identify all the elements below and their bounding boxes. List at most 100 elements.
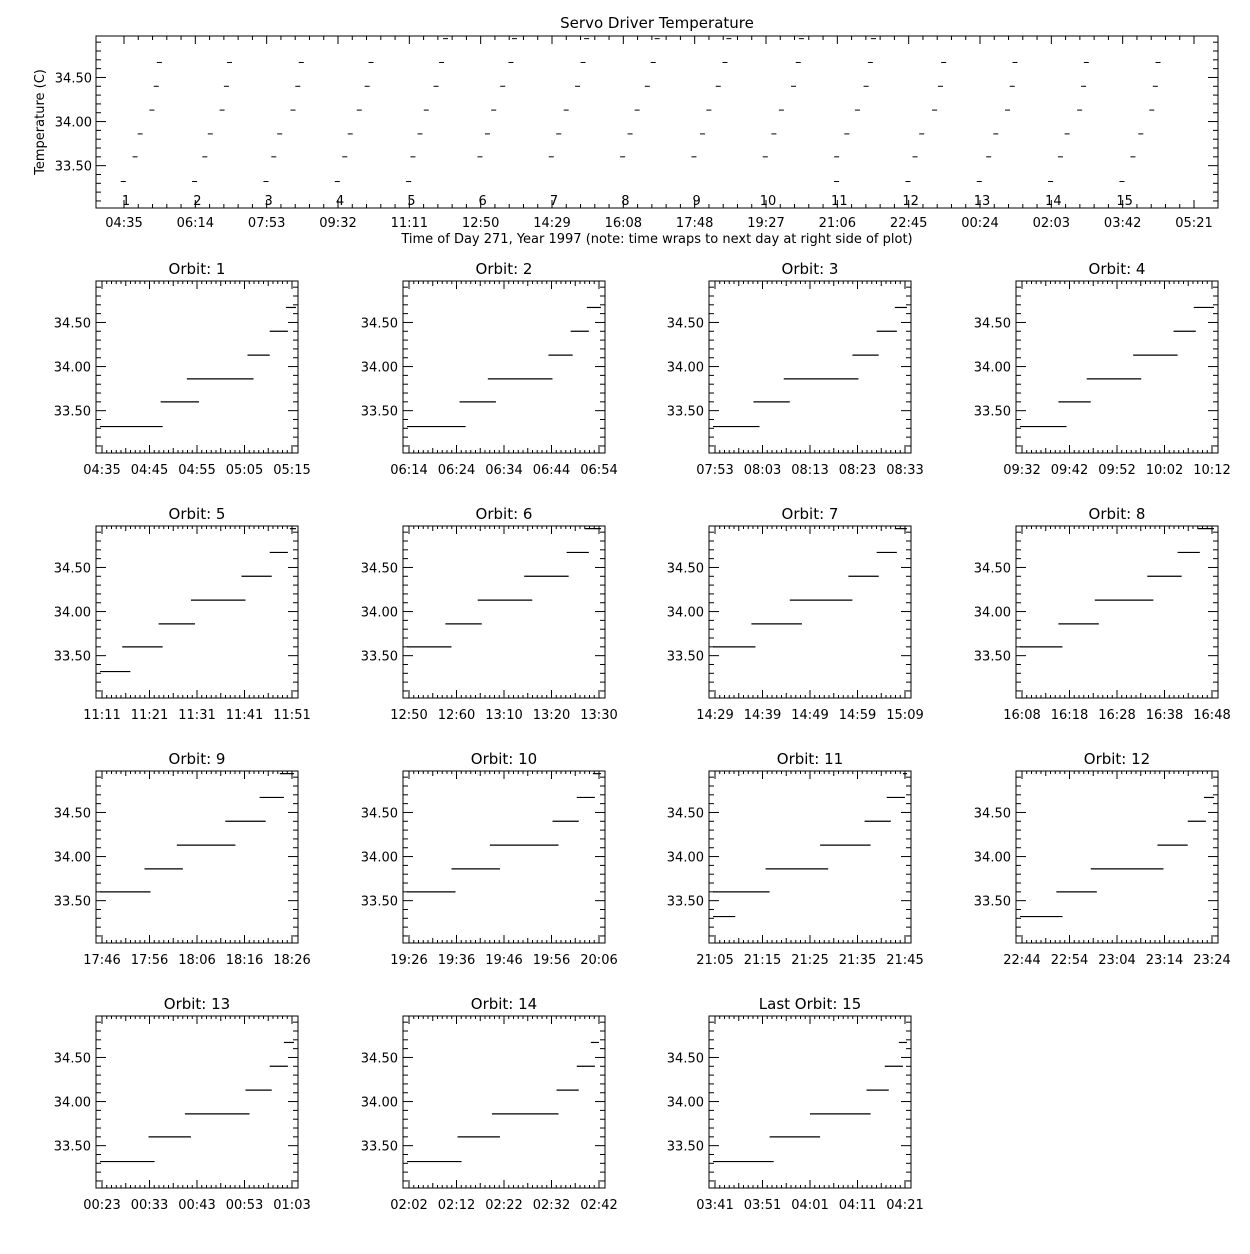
x-tick-label: 16:38: [1146, 708, 1183, 723]
panel-title: Orbit: 13: [164, 995, 230, 1013]
panel-frame: [708, 1015, 912, 1189]
orbit-panel-10: Orbit: 10 33.50 34.00 34.50 19:26 19:36 19:46 1…: [361, 750, 618, 968]
x-tick-label: 16:18: [1051, 708, 1088, 723]
panel-frame: [402, 280, 606, 454]
main-plot: Servo Driver Temperature 33.50 34.00 34.50 T…: [33, 14, 1219, 247]
x-tick-label: 22:45: [890, 216, 927, 231]
y-tick-label: 34.50: [54, 806, 91, 821]
x-tick-label: 09:32: [319, 216, 356, 231]
x-tick-label: 12:50: [390, 708, 427, 723]
x-tick-label: 14:49: [791, 708, 828, 723]
x-tick-label: 19:26: [390, 953, 427, 968]
panel-title: Orbit: 11: [777, 750, 843, 768]
x-tick-label: 17:46: [83, 953, 120, 968]
y-tick-label: 34.00: [667, 1096, 704, 1111]
x-tick-label: 13:20: [533, 708, 570, 723]
x-tick-label: 02:22: [485, 1198, 522, 1213]
x-tick-label: 07:53: [248, 216, 285, 231]
x-tick-label: 02:32: [533, 1198, 570, 1213]
orbit-number-label: 14: [1045, 194, 1062, 209]
x-tick-label: 06:24: [438, 463, 475, 478]
y-tick-label: 34.00: [361, 361, 398, 376]
x-tick-label: 11:51: [273, 708, 310, 723]
x-tick-label: 00:33: [131, 1198, 168, 1213]
x-axis-label: Time of Day 271, Year 1997 (note: time w…: [400, 232, 912, 247]
y-tick-label: 33.50: [361, 650, 398, 665]
panel-frame: [95, 525, 299, 699]
orbit-panel-13: Orbit: 13 33.50 34.00 34.50 00:23 00:33 00:43 0…: [54, 995, 311, 1213]
orbit-panel-1: Orbit: 1 33.50 34.00 34.50 04:35 04:45 04:55 05…: [54, 260, 311, 478]
x-tick-label: 01:03: [273, 1198, 310, 1213]
y-tick-label: 34.00: [54, 851, 91, 866]
x-tick-label: 00:24: [961, 216, 998, 231]
y-tick-label: 34.00: [974, 606, 1011, 621]
y-tick-label: 33.50: [667, 650, 704, 665]
y-tick-label: 34.00: [974, 361, 1011, 376]
panel-title: Orbit: 9: [169, 750, 226, 768]
y-tick-label: 34.00: [55, 116, 92, 131]
x-tick-label: 11:31: [178, 708, 215, 723]
x-tick-label: 21:35: [839, 953, 876, 968]
y-tick-label: 33.50: [974, 405, 1011, 420]
orbit-number-label: 15: [1116, 194, 1133, 209]
x-tick-label: 04:11: [839, 1198, 876, 1213]
panel-frame: [95, 770, 299, 944]
y-tick-label: 33.50: [667, 1140, 704, 1155]
x-tick-label: 19:36: [438, 953, 475, 968]
x-tick-label: 18:06: [178, 953, 215, 968]
panel-title: Orbit: 5: [169, 505, 226, 523]
y-tick-label: 34.00: [361, 851, 398, 866]
panel-frame: [95, 280, 299, 454]
x-tick-label: 06:14: [390, 463, 427, 478]
x-tick-label: 08:23: [839, 463, 876, 478]
x-tick-label: 21:05: [696, 953, 733, 968]
x-tick-label: 03:51: [744, 1198, 781, 1213]
orbit-panel-11: Orbit: 11 33.50 34.00 34.50 21:05 21:15 21:25 2…: [667, 750, 924, 968]
x-tick-label: 20:06: [580, 953, 617, 968]
y-tick-label: 34.50: [54, 1051, 91, 1066]
x-tick-label: 22:54: [1051, 953, 1088, 968]
y-tick-label: 34.50: [361, 1051, 398, 1066]
y-tick-label: 34.50: [667, 1051, 704, 1066]
x-tick-label: 16:08: [605, 216, 642, 231]
x-tick-label: 21:25: [791, 953, 828, 968]
y-tick-label: 34.50: [974, 561, 1011, 576]
x-tick-label: 13:30: [580, 708, 617, 723]
x-tick-label: 12:50: [462, 216, 499, 231]
panel-title: Orbit: 6: [476, 505, 533, 523]
x-tick-label: 16:28: [1098, 708, 1135, 723]
panel-frame: [708, 525, 912, 699]
orbit-number-label: 8: [621, 194, 629, 209]
y-tick-label: 34.50: [54, 316, 91, 331]
y-tick-label: 34.00: [974, 851, 1011, 866]
x-tick-label: 02:42: [580, 1198, 617, 1213]
main-title: Servo Driver Temperature: [560, 14, 754, 32]
y-tick-label: 34.50: [974, 806, 1011, 821]
x-tick-label: 04:21: [886, 1198, 923, 1213]
panel-title: Orbit: 8: [1089, 505, 1146, 523]
y-tick-label: 34.00: [667, 606, 704, 621]
orbit-number-label: 7: [550, 194, 558, 209]
orbit-panel-2: Orbit: 2 33.50 34.00 34.50 06:14 06:24 06:34 06…: [361, 260, 618, 478]
x-tick-label: 06:14: [177, 216, 214, 231]
orbit-panel-6: Orbit: 6 33.50 34.00 34.50 12:50 12:60 13:10 13…: [361, 505, 618, 723]
x-tick-label: 04:01: [791, 1198, 828, 1213]
y-tick-label: 33.50: [54, 895, 91, 910]
x-tick-label: 11:21: [131, 708, 168, 723]
x-tick-label: 11:11: [391, 216, 428, 231]
x-tick-label: 02:03: [1033, 216, 1070, 231]
x-tick-label: 18:16: [226, 953, 263, 968]
orbit-panel-8: Orbit: 8 33.50 34.00 34.50 16:08 16:18 16:28 16…: [974, 505, 1231, 723]
y-tick-label: 33.50: [667, 405, 704, 420]
orbit-number-label: 13: [974, 194, 991, 209]
x-tick-label: 21:06: [819, 216, 856, 231]
y-tick-label: 33.50: [54, 650, 91, 665]
panel-title: Orbit: 3: [782, 260, 839, 278]
x-tick-label: 14:29: [696, 708, 733, 723]
y-tick-label: 33.50: [361, 1140, 398, 1155]
x-tick-label: 00:53: [226, 1198, 263, 1213]
orbit-number-label: 12: [902, 194, 919, 209]
x-tick-label: 10:12: [1193, 463, 1230, 478]
y-tick-label: 34.50: [667, 316, 704, 331]
